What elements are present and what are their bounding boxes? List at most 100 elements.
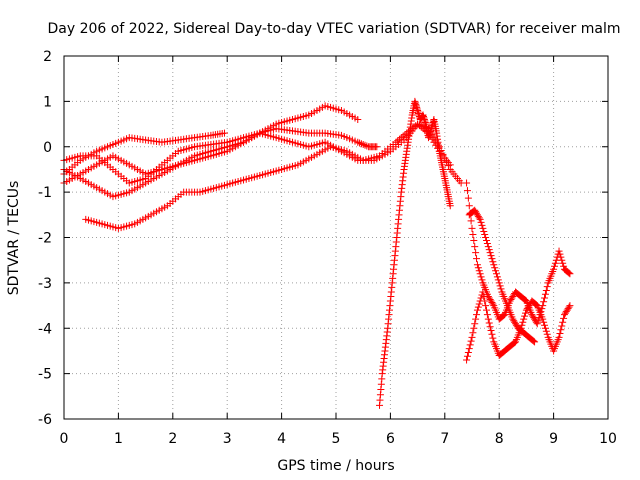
x-tick-label: 5 [332, 431, 341, 447]
plot-frame [63, 55, 609, 420]
data-point [531, 338, 539, 346]
data-point [489, 258, 497, 266]
data-point [499, 312, 507, 320]
data-point [528, 311, 536, 319]
data-point [542, 327, 550, 335]
data-point [541, 321, 549, 329]
data-point [354, 138, 362, 146]
data-point [463, 356, 471, 364]
data-point [511, 339, 519, 347]
x-tick-label: 6 [386, 431, 395, 447]
data-point [543, 330, 551, 338]
data-point [478, 221, 486, 229]
data-point [550, 265, 558, 273]
data-point [500, 311, 508, 319]
data-point [415, 121, 423, 129]
data-point [443, 158, 451, 166]
data-point [479, 224, 487, 232]
data-point [566, 270, 574, 278]
data-point [540, 298, 548, 306]
data-point [417, 122, 425, 130]
data-point [473, 261, 481, 269]
data-point [519, 318, 527, 326]
data-point [444, 162, 452, 170]
data-point [483, 311, 491, 319]
y-tick-label: -1 [38, 185, 52, 201]
data-point [559, 318, 567, 326]
data-point [532, 301, 540, 309]
data-point [467, 337, 475, 345]
data-point [489, 334, 497, 342]
data-point [220, 129, 228, 137]
y-tick-label: -6 [38, 412, 52, 428]
data-point [464, 194, 472, 202]
data-point [541, 294, 549, 302]
x-tick-label: 8 [495, 431, 504, 447]
data-point [477, 218, 485, 226]
data-point [476, 215, 484, 223]
y-tick-label: -4 [38, 321, 52, 337]
data-point [468, 333, 476, 341]
data-point [468, 224, 476, 232]
data-point [477, 273, 485, 281]
data-point [354, 116, 362, 124]
data-point [482, 302, 490, 310]
data-point [531, 300, 539, 308]
data-point [481, 230, 489, 238]
data-point [558, 256, 566, 264]
data-point [556, 250, 564, 258]
data-point [533, 320, 541, 328]
data-point [483, 237, 491, 245]
data-point [475, 267, 483, 275]
data-point [532, 318, 540, 326]
x-tick-label: 2 [168, 431, 177, 447]
data-point [467, 217, 475, 225]
data-point [357, 140, 365, 148]
data-point [472, 249, 480, 257]
data-point [510, 317, 518, 325]
data-point [497, 285, 505, 293]
data-point [478, 276, 486, 284]
data-point [531, 315, 539, 323]
data-point [466, 341, 474, 349]
data-point [482, 234, 490, 241]
series-track-6 [376, 97, 454, 409]
series-track-7 [463, 179, 574, 328]
x-tick-label: 1 [114, 431, 123, 447]
data-point [478, 291, 486, 299]
data-point [560, 262, 568, 270]
data-point [474, 212, 482, 220]
data-point [474, 303, 482, 311]
data-point [485, 319, 493, 327]
x-axis-label: GPS time / hours [277, 458, 394, 474]
data-point [488, 330, 496, 338]
data-point [470, 237, 478, 245]
data-point [475, 300, 483, 308]
data-point [512, 320, 520, 328]
data-point [512, 321, 520, 329]
y-axis-label: SDTVAR / TECUs [6, 181, 22, 296]
data-point [510, 339, 518, 347]
data-point [566, 302, 574, 310]
data-point [520, 315, 528, 323]
data-point [525, 302, 533, 310]
data-point [489, 300, 497, 308]
data-point [472, 315, 480, 323]
data-point [557, 253, 565, 261]
x-tick-label: 9 [549, 431, 558, 447]
data-point [522, 306, 530, 314]
data-point [494, 276, 502, 284]
data-marks [60, 97, 574, 409]
tick-labels: 0 1 2 3 4 5 6 7 8 9 10 -6 -5 -4 -3 -2 -1 0 1 2 [38, 49, 617, 447]
data-point [470, 324, 478, 332]
data-point [530, 337, 538, 345]
x-tick-label: 3 [223, 431, 232, 447]
data-point [524, 303, 532, 311]
data-point [485, 294, 493, 302]
data-point [469, 329, 477, 337]
data-point [486, 249, 494, 257]
y-tick-label: 1 [43, 94, 52, 110]
data-point [551, 262, 559, 270]
data-point [543, 283, 551, 291]
